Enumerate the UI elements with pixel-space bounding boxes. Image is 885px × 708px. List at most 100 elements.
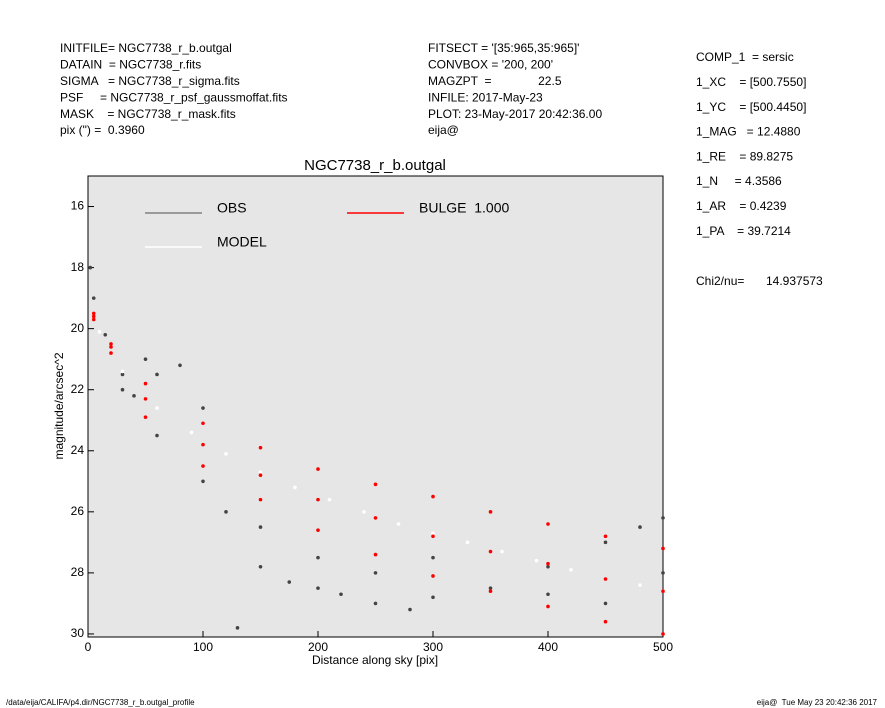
point	[258, 525, 263, 529]
point	[120, 387, 125, 392]
point	[91, 314, 96, 319]
point	[488, 586, 493, 590]
point	[373, 552, 378, 557]
point	[155, 372, 159, 377]
point	[603, 534, 608, 539]
y-tick-label: 16	[71, 199, 85, 213]
point	[373, 601, 378, 606]
x-tick-label: 0	[85, 640, 92, 654]
point	[316, 467, 320, 471]
y-tick-label: 28	[71, 565, 85, 579]
point	[109, 351, 113, 355]
point	[224, 452, 228, 456]
point	[143, 415, 148, 419]
x-tick-label: 100	[193, 640, 213, 654]
point	[201, 479, 205, 484]
x-tick-label: 400	[538, 640, 558, 654]
point	[661, 516, 665, 520]
point	[431, 494, 435, 499]
point	[373, 571, 378, 575]
point	[488, 510, 493, 514]
info-right: 1_AR = 0.4239	[696, 199, 787, 213]
point	[373, 516, 378, 520]
x-tick-label: 500	[653, 640, 673, 654]
x-tick-label: 300	[423, 640, 443, 654]
point	[109, 342, 113, 346]
point	[316, 528, 320, 532]
point	[189, 430, 194, 435]
info-left: DATAIN = NGC7738_r.fits	[60, 58, 201, 72]
point	[143, 397, 148, 401]
point	[638, 525, 642, 529]
point	[465, 540, 470, 545]
point	[661, 546, 665, 551]
chi-value: 14.937573	[766, 274, 823, 288]
point	[534, 558, 539, 563]
point	[143, 381, 148, 386]
point	[339, 592, 343, 597]
info-right: 1_XC = [500.7550]	[696, 75, 806, 89]
legend-label: BULGE 1.000	[419, 200, 509, 216]
info-right: 1_PA = 39.7214	[696, 224, 791, 238]
point	[201, 442, 205, 447]
y-tick-label: 22	[71, 382, 85, 396]
point	[178, 363, 182, 368]
point	[546, 564, 550, 569]
point	[287, 580, 292, 584]
point	[155, 406, 159, 410]
point	[362, 510, 366, 514]
chi-label: Chi2/nu=	[696, 274, 744, 288]
point	[546, 561, 550, 566]
info-left: SIGMA = NGC7738_r_sigma.fits	[60, 74, 240, 88]
x-axis-label: Distance along sky [pix]	[312, 653, 438, 667]
point	[91, 317, 96, 322]
point	[661, 632, 665, 636]
legend-label: OBS	[217, 200, 247, 216]
point	[201, 464, 205, 468]
point	[500, 549, 504, 554]
point	[132, 394, 136, 398]
y-tick-label: 20	[71, 321, 85, 335]
point	[109, 345, 113, 349]
y-axis-label: magnitude/arcsec^2	[52, 352, 66, 459]
info-right: COMP_1 = sersic	[696, 50, 794, 64]
point	[258, 564, 263, 569]
info-middle: eija@	[428, 123, 459, 137]
point	[91, 311, 96, 316]
footer-right: eija@ Tue May 23 20:42:36 2017	[757, 698, 878, 707]
point	[373, 482, 378, 487]
info-middle: MAGZPT = 22.5	[428, 74, 562, 88]
info-left: INITFILE= NGC7738_r_b.outgal	[60, 41, 232, 55]
point	[408, 607, 412, 612]
point	[258, 473, 263, 477]
chart-title: NGC7738_r_b.outgal	[304, 157, 446, 174]
info-middle: INFILE: 2017-May-23	[428, 90, 543, 104]
point	[603, 601, 608, 606]
point	[546, 522, 550, 526]
point	[235, 626, 240, 630]
point	[258, 497, 263, 502]
point	[546, 592, 550, 597]
info-right: 1_MAG = 12.4880	[696, 125, 801, 139]
footer-left: /data/eija/CALIFA/p4.dir/NGC7738_r_b.out…	[6, 698, 195, 707]
point	[258, 445, 263, 450]
info-left: MASK = NGC7738_r_mask.fits	[60, 107, 236, 121]
point	[88, 265, 93, 270]
info-right: 1_RE = 89.8275	[696, 149, 793, 163]
point	[143, 357, 148, 361]
point	[327, 497, 332, 502]
info-middle: PLOT: 23-May-2017 20:42:36.00	[428, 107, 602, 121]
info-right: 1_N = 4.3586	[696, 174, 782, 188]
x-tick-label: 200	[308, 640, 328, 654]
point	[603, 577, 608, 581]
point	[431, 574, 435, 578]
point	[293, 485, 297, 490]
point	[258, 470, 263, 474]
y-tick-label: 24	[71, 443, 85, 457]
point	[201, 406, 205, 410]
point	[155, 433, 159, 438]
point	[396, 522, 401, 526]
point	[224, 510, 228, 514]
